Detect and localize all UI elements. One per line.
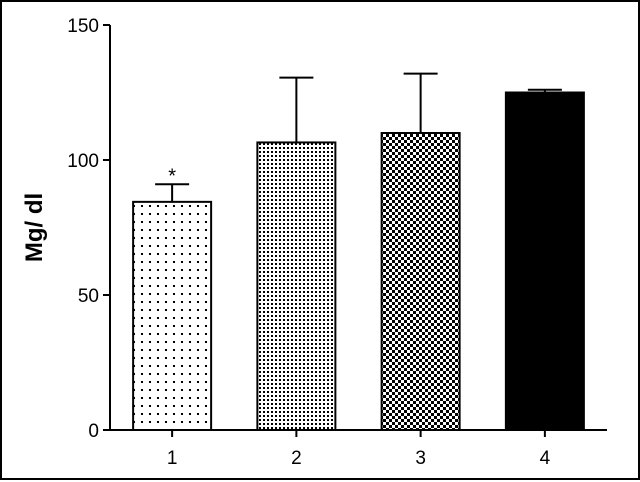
x-tick-label-2: 2 (291, 448, 302, 469)
x-tick-label-1: 1 (167, 448, 178, 469)
bar-1 (132, 200, 213, 431)
bars-group (132, 72, 585, 431)
labels-group: 0 50 100 150 Mg/ dl 1 2 3 4 * (21, 16, 551, 469)
y-tick-label: 50 (78, 286, 99, 307)
x-tick-label-4: 4 (540, 448, 551, 469)
y-axis-label: Mg/ dl (21, 193, 48, 262)
y-tick-label: 0 (88, 421, 99, 442)
bar-2 (256, 141, 337, 431)
bar-4 (504, 91, 585, 431)
y-tick-label: 100 (67, 151, 99, 172)
significance-marker: * (168, 165, 176, 187)
y-tick-label: 150 (67, 16, 99, 37)
bar-3 (380, 132, 461, 431)
x-tick-label-3: 3 (415, 448, 426, 469)
